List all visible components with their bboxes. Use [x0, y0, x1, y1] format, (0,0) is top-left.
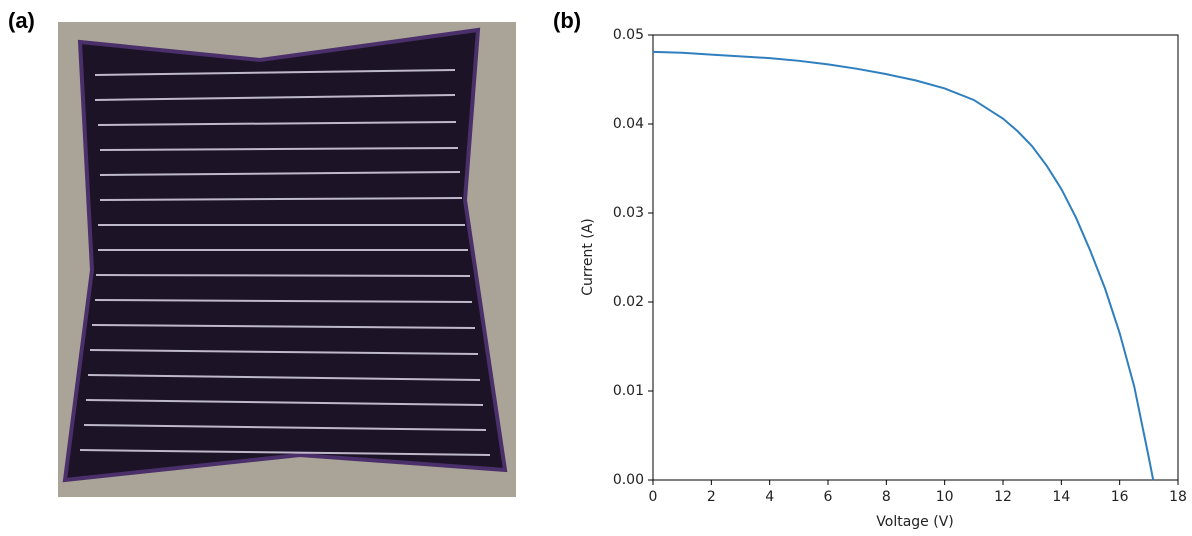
- x-tick-label: 8: [882, 489, 891, 505]
- y-tick-label: 0.05: [613, 27, 644, 43]
- plot-frame: [652, 34, 1179, 481]
- x-tick-label: 4: [765, 489, 774, 505]
- x-tick-label: 0: [649, 489, 658, 505]
- panel-label: (a): [8, 8, 35, 33]
- y-axis-label: Current (A): [580, 218, 596, 296]
- x-tick-label: 6: [824, 489, 833, 505]
- y-tick-label: 0.00: [613, 472, 644, 488]
- x-tick-label: 2: [707, 489, 716, 505]
- x-axis-label: Voltage (V): [876, 514, 953, 530]
- sheet: [62, 27, 508, 483]
- y-tick-label: 0.02: [613, 294, 644, 310]
- sheet-highlights: [79, 69, 491, 456]
- x-tick-label: 14: [1052, 489, 1070, 505]
- y-tick-label: 0.04: [613, 116, 644, 132]
- photo: [58, 22, 516, 497]
- x-tick-label: 16: [1111, 489, 1129, 505]
- panel-label: (b): [553, 8, 581, 33]
- y-tick-label: 0.03: [613, 205, 644, 221]
- x-tick-label: 18: [1169, 489, 1187, 505]
- data-line: [652, 50, 1155, 481]
- x-tick-label: 12: [994, 489, 1012, 505]
- x-tick-label: 10: [936, 489, 954, 505]
- y-tick-label: 0.01: [613, 383, 644, 399]
